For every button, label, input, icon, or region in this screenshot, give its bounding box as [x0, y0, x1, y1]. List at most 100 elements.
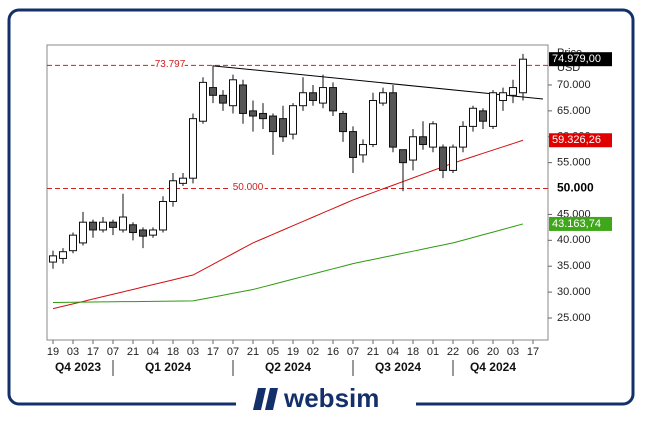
candle-body	[439, 146, 447, 171]
x-tick-label: 16	[327, 346, 339, 358]
candle-body	[499, 92, 507, 102]
candle-body	[359, 144, 367, 156]
x-tick-label: 03	[187, 346, 199, 358]
quarter-label: Q2 2024	[265, 360, 311, 374]
x-tick-label: 03	[507, 346, 519, 358]
price-label: 43.163,74	[552, 218, 601, 230]
y-tick-label: 65.000	[557, 105, 591, 117]
candle-body	[199, 81, 207, 122]
candle-body	[299, 92, 307, 107]
candle-body	[79, 221, 87, 244]
candle-body	[429, 123, 437, 148]
price-label: 74.979,00	[552, 53, 601, 65]
candle-body	[449, 146, 457, 171]
candle-body	[459, 125, 467, 148]
level-label: 73.797	[155, 59, 186, 70]
x-tick-label: 02	[307, 346, 319, 358]
candle-body	[489, 92, 497, 127]
candle-body	[129, 224, 137, 234]
candle-body	[239, 84, 247, 114]
x-tick-label: 21	[247, 346, 259, 358]
x-tick-label: 18	[407, 346, 419, 358]
candle-body	[349, 131, 357, 158]
x-tick-label: 07	[227, 346, 239, 358]
candle-body	[249, 110, 257, 117]
candle-body	[209, 87, 217, 96]
candle-body	[99, 221, 107, 231]
candle-body	[219, 94, 227, 104]
candle-body	[179, 177, 187, 184]
level-label: 50.000	[233, 182, 264, 193]
candle-body	[289, 105, 297, 135]
x-tick-label: 21	[127, 346, 139, 358]
x-tick-label: 05	[267, 346, 279, 358]
y-tick-label: 40.000	[557, 234, 591, 246]
candle-body	[399, 149, 407, 164]
level-axis-bg	[550, 181, 600, 196]
candle-body	[469, 107, 477, 127]
candle-body	[329, 87, 337, 112]
candle-body	[139, 229, 147, 237]
x-tick-label: 18	[167, 346, 179, 358]
x-tick-label: 17	[87, 346, 99, 358]
logo-icon	[253, 388, 278, 410]
x-tick-label: 01	[427, 346, 439, 358]
candle-body	[229, 79, 237, 107]
candle-body	[259, 112, 267, 120]
quarter-label: Q4 2023	[55, 360, 101, 374]
y-tick-label: 70.000	[557, 79, 591, 91]
candle-body	[339, 112, 347, 133]
x-tick-label: 04	[147, 346, 159, 358]
price-label-box	[549, 133, 612, 148]
moving-average	[52, 223, 524, 303]
brand: websim	[283, 383, 379, 413]
x-tick-label: 07	[347, 346, 359, 358]
price-label-box	[549, 216, 612, 231]
candle-body	[379, 92, 387, 104]
candle-body	[169, 180, 177, 202]
candle-body	[389, 92, 397, 148]
quarter-label: Q3 2024	[375, 360, 421, 374]
candle-body	[279, 118, 287, 138]
x-tick-label: 19	[47, 346, 59, 358]
x-tick-label: 06	[467, 346, 479, 358]
candle-body	[149, 229, 157, 236]
candle-body	[369, 100, 377, 146]
x-tick-label: 20	[487, 346, 499, 358]
x-tick-label: 19	[287, 346, 299, 358]
quarter-label: Q4 2024	[470, 360, 516, 374]
trendline	[212, 65, 544, 100]
x-tick-label: 07	[107, 346, 119, 358]
y-tick-label: 25.000	[557, 312, 591, 324]
x-tick-label: 04	[387, 346, 399, 358]
candle-body	[419, 136, 427, 146]
candle-body	[59, 251, 67, 259]
x-tick-label: 17	[207, 346, 219, 358]
candle-body	[49, 255, 57, 263]
candle-body	[159, 200, 167, 231]
y-tick-label: 55.000	[557, 157, 591, 169]
plot-area	[46, 44, 549, 341]
candle-body	[69, 234, 77, 252]
footer-bg	[236, 383, 416, 417]
candle-body	[409, 136, 417, 161]
candle-body	[269, 115, 277, 133]
price-label: 59.326,26	[552, 134, 601, 146]
candle-body	[319, 87, 327, 104]
candle-body	[189, 118, 197, 179]
candle-body	[519, 58, 527, 94]
level-axis-label: 50.000	[557, 181, 594, 195]
y-tick-label: 30.000	[557, 286, 591, 298]
quarter-label: Q1 2024	[145, 360, 191, 374]
candle-body	[89, 221, 97, 231]
x-tick-label: 22	[447, 346, 459, 358]
x-tick-label: 17	[527, 346, 539, 358]
candle-body	[509, 87, 517, 96]
candle-body	[309, 92, 317, 102]
candle-body	[479, 110, 487, 122]
price-label-box	[549, 52, 612, 67]
candle-body	[109, 221, 117, 228]
x-tick-label: 21	[367, 346, 379, 358]
candle-body	[119, 216, 127, 231]
